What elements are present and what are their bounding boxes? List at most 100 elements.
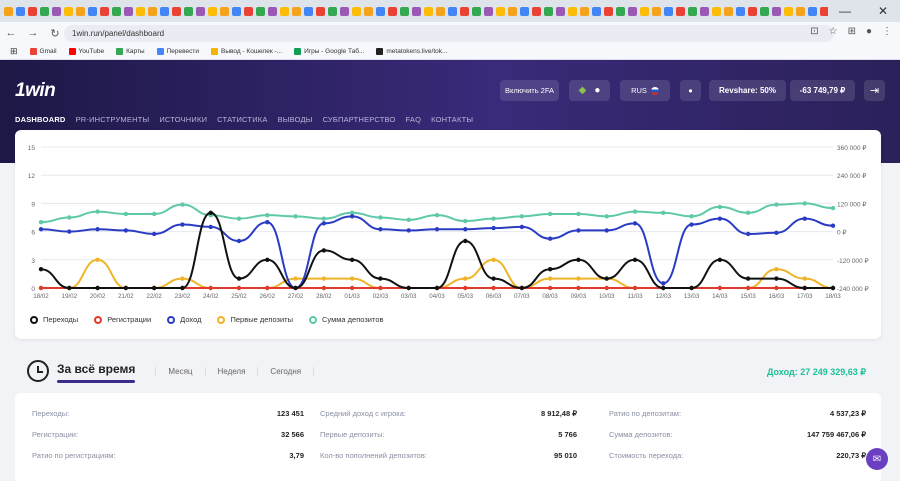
nav-dashboard[interactable]: DASHBOARD xyxy=(15,115,66,124)
tab-favicon-icon[interactable] xyxy=(544,6,553,16)
tab-favicon-icon[interactable] xyxy=(160,6,169,16)
apps-grid-icon[interactable]: ⊞ xyxy=(10,46,18,56)
tab-favicon-icon[interactable] xyxy=(328,6,337,16)
tab-favicon-icon[interactable] xyxy=(568,6,577,16)
tab-month[interactable]: Месяц xyxy=(155,366,204,376)
tab-favicon-icon[interactable] xyxy=(376,6,385,16)
tab-favicon-icon[interactable] xyxy=(172,6,181,16)
tab-favicon-icon[interactable] xyxy=(28,6,37,16)
bookmark-maps[interactable]: Карты xyxy=(116,48,145,55)
nav-contacts[interactable]: КОНТАКТЫ xyxy=(431,115,474,124)
tab-favicon-icon[interactable] xyxy=(652,6,661,16)
chat-support-icon[interactable]: ✉ xyxy=(866,448,888,470)
tab-favicon-icon[interactable] xyxy=(112,6,121,16)
tab-favicon-icon[interactable] xyxy=(508,6,517,16)
bookmark-metatokens[interactable]: metatokens.live/tok... xyxy=(376,48,447,55)
tab-favicon-icon[interactable] xyxy=(436,6,445,16)
tab-favicon-icon[interactable] xyxy=(748,6,757,16)
nav-subpartnership[interactable]: СУБПАРТНЕРСТВО xyxy=(322,115,396,124)
tab-favicon-icon[interactable] xyxy=(676,6,685,16)
tab-favicon-icon[interactable] xyxy=(724,6,733,16)
tab-favicon-icon[interactable] xyxy=(4,6,13,16)
bookmark-star-icon[interactable]: ☆ xyxy=(828,26,838,37)
legend-item[interactable]: Сумма депозитов xyxy=(309,315,383,324)
tab-favicon-icon[interactable] xyxy=(400,6,409,16)
android-icon[interactable]: ◆ xyxy=(578,85,587,96)
tab-favicon-icon[interactable] xyxy=(760,6,769,16)
tab-today[interactable]: Сегодня xyxy=(257,366,315,376)
bookmark-translate[interactable]: Перевести xyxy=(156,48,199,55)
bookmark-wallet[interactable]: Вывод - Кошелек -... xyxy=(210,48,282,55)
tab-favicon-icon[interactable] xyxy=(292,6,301,16)
tab-favicon-icon[interactable] xyxy=(472,6,481,16)
tab-favicon-icon[interactable] xyxy=(268,6,277,16)
tab-favicon-icon[interactable] xyxy=(88,6,97,16)
tab-favicon-icon[interactable] xyxy=(244,6,253,16)
tab-favicon-icon[interactable] xyxy=(76,6,85,16)
tab-favicon-icon[interactable] xyxy=(316,6,325,16)
reload-icon[interactable]: ↻ xyxy=(50,27,60,40)
nav-sources[interactable]: ИСТОЧНИКИ xyxy=(159,115,208,124)
tab-favicon-icon[interactable] xyxy=(448,6,457,16)
tab-favicon-icon[interactable] xyxy=(184,6,193,16)
logout-icon[interactable]: ⇥ xyxy=(864,80,885,101)
minimize-button[interactable]: — xyxy=(828,0,862,22)
profile-user-icon[interactable]: ● xyxy=(680,80,701,101)
tab-favicon-icon[interactable] xyxy=(700,6,709,16)
nav-faq[interactable]: FAQ xyxy=(405,115,422,124)
tab-favicon-icon[interactable] xyxy=(136,6,145,16)
nav-statistics[interactable]: СТАТИСТИКА xyxy=(217,115,268,124)
tab-favicon-icon[interactable] xyxy=(340,6,349,16)
tab-favicon-icon[interactable] xyxy=(40,6,49,16)
tab-favicon-icon[interactable] xyxy=(16,6,25,16)
tab-favicon-icon[interactable] xyxy=(352,6,361,16)
tab-favicon-icon[interactable] xyxy=(64,6,73,16)
tab-favicon-icon[interactable] xyxy=(712,6,721,16)
tab-favicon-icon[interactable] xyxy=(664,6,673,16)
forward-icon[interactable]: → xyxy=(27,27,39,39)
tab-all-time[interactable]: За всё время xyxy=(57,362,136,383)
tab-favicon-icon[interactable] xyxy=(736,6,745,16)
bookmark-sheets[interactable]: Игры - Google Таб... xyxy=(294,48,364,55)
tab-favicon-icon[interactable] xyxy=(820,6,829,16)
tab-favicon-icon[interactable] xyxy=(256,6,265,16)
tab-favicon-icon[interactable] xyxy=(796,6,805,16)
back-icon[interactable]: ← xyxy=(5,27,17,39)
tab-favicon-icon[interactable] xyxy=(520,6,529,16)
tab-favicon-icon[interactable] xyxy=(556,6,565,16)
tab-favicon-icon[interactable] xyxy=(808,6,817,16)
tab-favicon-icon[interactable] xyxy=(688,6,697,16)
legend-item[interactable]: Переходы xyxy=(30,315,78,324)
tab-favicon-icon[interactable] xyxy=(412,6,421,16)
tab-favicon-icon[interactable] xyxy=(532,6,541,16)
tab-favicon-icon[interactable] xyxy=(196,6,205,16)
tab-week[interactable]: Неделя xyxy=(204,366,258,376)
tab-favicon-icon[interactable] xyxy=(640,6,649,16)
tab-favicon-icon[interactable] xyxy=(220,6,229,16)
legend-item[interactable]: Доход xyxy=(167,315,201,324)
extensions-icon[interactable]: ⊞ xyxy=(847,26,856,37)
tab-favicon-icon[interactable] xyxy=(364,6,373,16)
tab-favicon-icon[interactable] xyxy=(304,6,313,16)
close-window-button[interactable]: ✕ xyxy=(866,0,900,22)
app-downloads-button[interactable]: ◆ ● xyxy=(569,80,610,101)
tab-favicon-icon[interactable] xyxy=(628,6,637,16)
menu-dots-icon[interactable]: ⋮ xyxy=(882,26,892,37)
site-logo[interactable]: 1win xyxy=(15,80,56,101)
bookmark-youtube[interactable]: YouTube xyxy=(68,48,104,55)
language-selector[interactable]: RUS xyxy=(620,80,670,101)
profile-avatar-icon[interactable]: ● xyxy=(865,26,872,37)
apple-icon[interactable]: ● xyxy=(594,85,601,96)
bookmark-gmail[interactable]: Gmail xyxy=(29,48,57,55)
tab-favicon-icon[interactable] xyxy=(484,6,493,16)
tab-favicon-icon[interactable] xyxy=(424,6,433,16)
tab-favicon-icon[interactable] xyxy=(496,6,505,16)
tab-favicon-icon[interactable] xyxy=(232,6,241,16)
tab-favicon-icon[interactable] xyxy=(772,6,781,16)
enable-2fa-button[interactable]: Включить 2FA xyxy=(500,80,559,101)
tab-favicon-icon[interactable] xyxy=(616,6,625,16)
tab-favicon-icon[interactable] xyxy=(784,6,793,16)
url-field[interactable]: 1win.run/panel/dashboard xyxy=(64,25,834,42)
legend-item[interactable]: Первые депозиты xyxy=(217,315,293,324)
install-app-icon[interactable]: ⊡ xyxy=(810,26,819,37)
